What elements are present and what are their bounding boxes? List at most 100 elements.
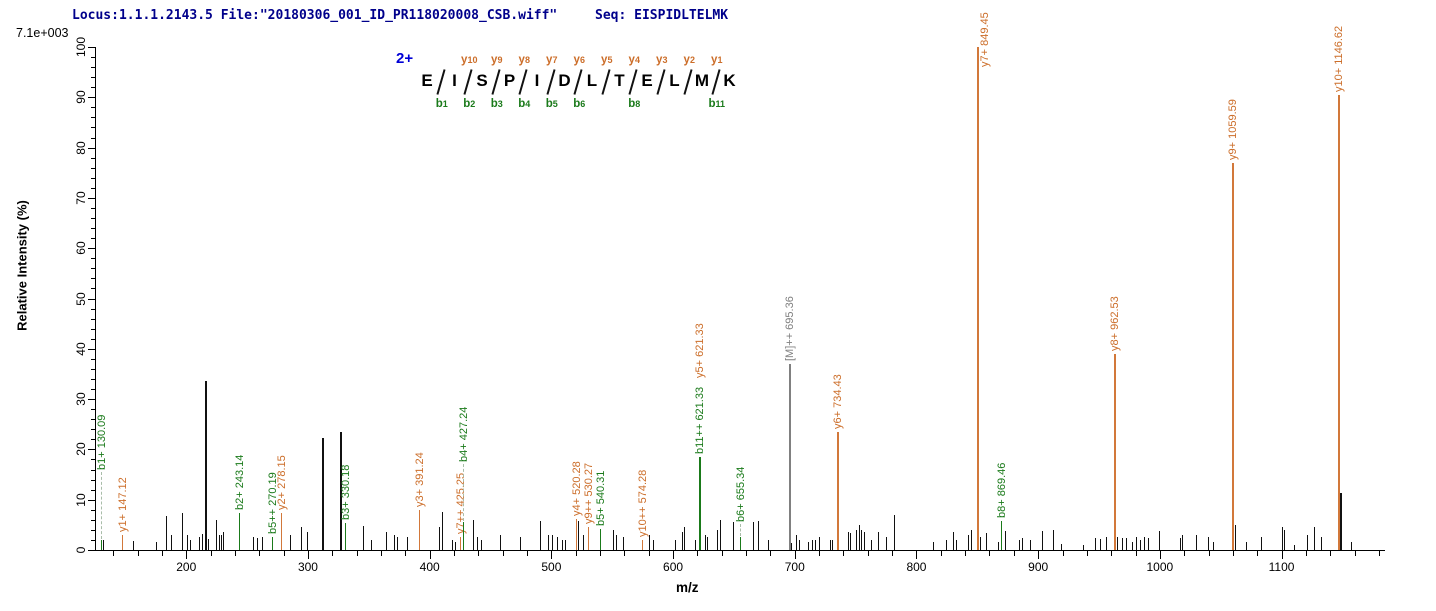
noise-peak <box>439 527 441 550</box>
y-minor-tick <box>91 439 95 441</box>
noise-peak <box>1105 536 1107 550</box>
noise-peak <box>684 527 686 550</box>
peak-label: b11++ 621.33 <box>694 386 707 454</box>
noise-peak <box>1135 536 1137 550</box>
noise-peak <box>808 542 810 550</box>
noise-peak <box>811 539 813 550</box>
y-minor-tick <box>91 368 95 370</box>
y-minor-tick <box>91 67 95 69</box>
noise-peak <box>758 521 760 550</box>
noise-peak <box>733 522 735 550</box>
fragment-peak-y <box>460 536 462 550</box>
noise-peak <box>289 534 291 550</box>
fragment-peak-y <box>1338 94 1341 550</box>
peptide-residue: I <box>534 71 540 90</box>
x-minor-tick <box>1184 551 1186 556</box>
x-minor-tick <box>600 551 602 556</box>
x-minor-tick <box>1086 551 1088 556</box>
y-major-tick <box>88 399 95 401</box>
x-minor-tick <box>965 551 967 556</box>
y-tick-label: 50 <box>74 291 88 306</box>
x-tick-label: 900 <box>1028 560 1049 574</box>
noise-peak <box>218 534 220 550</box>
noise-peak <box>956 539 958 550</box>
x-major-tick <box>429 551 431 559</box>
noise-peak <box>752 522 754 550</box>
noise-peak <box>933 542 934 550</box>
y-minor-tick <box>91 268 95 270</box>
noise-peak <box>362 526 364 550</box>
noise-peak <box>681 532 683 550</box>
noise-peak <box>300 527 302 550</box>
y-minor-tick <box>91 489 95 491</box>
y-ion-label: y9 <box>491 54 503 66</box>
x-minor-tick <box>332 551 334 556</box>
x-minor-tick <box>940 551 942 556</box>
x-major-tick <box>551 551 553 559</box>
noise-peak <box>577 520 579 550</box>
x-minor-tick <box>575 551 577 556</box>
noise-peak <box>102 539 104 550</box>
peak-label: y10+ 1146.62 <box>1333 25 1346 92</box>
y-minor-tick <box>91 278 95 280</box>
noise-peak <box>859 524 861 550</box>
x-minor-tick <box>867 551 869 556</box>
noise-peak <box>208 538 210 550</box>
noise-peak <box>623 537 625 550</box>
fragment-peak-y <box>1114 353 1117 550</box>
y-ion-label: y1 <box>711 54 723 66</box>
y-minor-tick <box>91 137 95 139</box>
x-minor-tick <box>380 551 382 556</box>
x-minor-tick <box>1062 551 1064 556</box>
y-minor-tick <box>91 107 95 109</box>
x-major-tick <box>186 551 188 559</box>
fragment-peak-y <box>281 512 283 550</box>
noise-peak <box>863 532 865 550</box>
y-major-tick <box>88 348 95 350</box>
peak-label: y8+ 962.53 <box>1109 296 1122 351</box>
peak-label: y7++ 425.25 <box>455 472 468 534</box>
noise-peak <box>707 537 709 550</box>
x-minor-tick <box>648 551 650 556</box>
noise-peak <box>848 532 850 550</box>
noise-peak <box>818 537 820 550</box>
x-major-tick <box>794 551 796 559</box>
noise-peak <box>476 536 478 550</box>
y-minor-tick <box>91 228 95 230</box>
fragment-peak-b <box>271 537 273 550</box>
peptide-residue: E <box>421 71 433 90</box>
x-minor-tick <box>843 551 845 556</box>
y-minor-tick <box>91 87 95 89</box>
noise-peak <box>480 539 482 550</box>
y-minor-tick <box>91 207 95 209</box>
noise-peak <box>199 537 201 550</box>
noise-peak <box>1314 527 1316 550</box>
x-minor-tick <box>624 551 626 556</box>
y-minor-tick <box>91 218 95 220</box>
y-axis-title: Relative Intensity (%) <box>14 200 30 331</box>
noise-peak <box>583 534 584 550</box>
x-minor-tick <box>819 551 821 556</box>
peak-label: y9++ 530.27 <box>583 463 596 525</box>
y-tick-label: 70 <box>74 191 88 205</box>
y-minor-tick <box>91 187 95 189</box>
x-major-tick <box>1159 551 1161 559</box>
y-axis-line <box>95 47 96 551</box>
y-tick-label: 30 <box>74 392 88 406</box>
y-ion-label: y7 <box>546 54 558 66</box>
fragment-peak-y <box>121 534 123 550</box>
y-tick-label: 20 <box>74 442 88 457</box>
noise-peak <box>186 534 188 550</box>
x-minor-tick <box>527 551 529 556</box>
peptide-residue: K <box>723 71 736 90</box>
noise-peak <box>256 537 258 550</box>
fragment-peak-b <box>238 512 240 550</box>
noise-peak <box>829 539 831 550</box>
x-major-tick <box>1281 551 1283 559</box>
header-locus-file: Locus:1.1.1.2143.5 File:"20180306_001_ID… <box>72 8 558 23</box>
noise-peak <box>719 519 721 550</box>
noise-peak <box>182 512 183 550</box>
x-tick-label: 800 <box>906 560 927 574</box>
noise-peak <box>861 529 863 550</box>
noise-peak <box>674 539 676 550</box>
